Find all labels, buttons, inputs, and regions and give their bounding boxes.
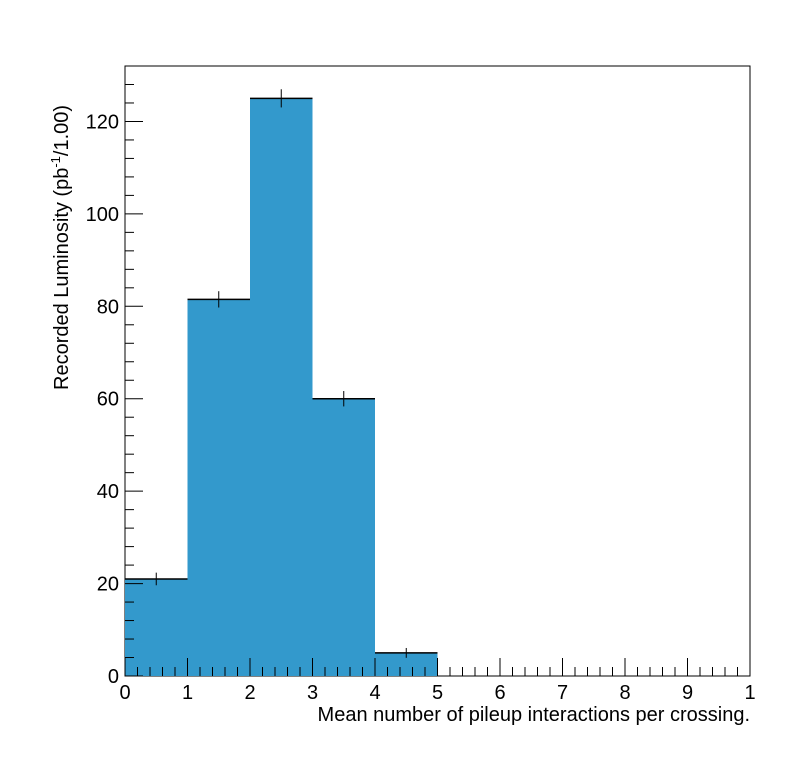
- bar: [375, 652, 438, 676]
- x-tick-label: 7: [557, 682, 568, 704]
- bar: [312, 398, 375, 676]
- error-bars: [155, 89, 407, 658]
- x-tick-label: 2: [244, 682, 255, 704]
- y-tick-label: 40: [97, 481, 119, 503]
- y-tick-label: 100: [86, 204, 119, 226]
- x-tick-label: 0: [119, 682, 130, 704]
- x-tick-label: 1: [182, 682, 193, 704]
- x-tick-label: 4: [369, 682, 380, 704]
- x-tick-label: 8: [619, 682, 630, 704]
- y-axis: 0 20 40 60 80 100 120: [86, 65, 143, 688]
- y-axis-title-main: Recorded Luminosity (pb: [51, 168, 73, 390]
- y-tick-label: 120: [86, 111, 119, 133]
- bar: [125, 578, 188, 676]
- y-tick-label: 0: [108, 666, 119, 688]
- y-axis-title: Recorded Luminosity (pb-1/1.00): [48, 105, 73, 390]
- y-axis-title-superscript: -1: [48, 156, 63, 168]
- x-tick-label: 1: [744, 682, 755, 704]
- x-tick-label: 6: [494, 682, 505, 704]
- bar: [187, 299, 250, 676]
- x-tick-label: 9: [682, 682, 693, 704]
- y-tick-label: 20: [97, 574, 119, 596]
- histogram-bars: [125, 97, 438, 676]
- y-tick-label: 80: [97, 296, 119, 318]
- y-tick-label: 60: [97, 389, 119, 411]
- bar: [250, 98, 313, 676]
- x-tick-label: 5: [432, 682, 443, 704]
- x-axis-title: Mean number of pileup interactions per c…: [318, 704, 750, 726]
- y-axis-title-tail: /1.00): [51, 105, 73, 156]
- x-tick-label: 3: [307, 682, 318, 704]
- x-axis: 0 1 2 3 4 5 6 7 8 9 1: [119, 658, 756, 704]
